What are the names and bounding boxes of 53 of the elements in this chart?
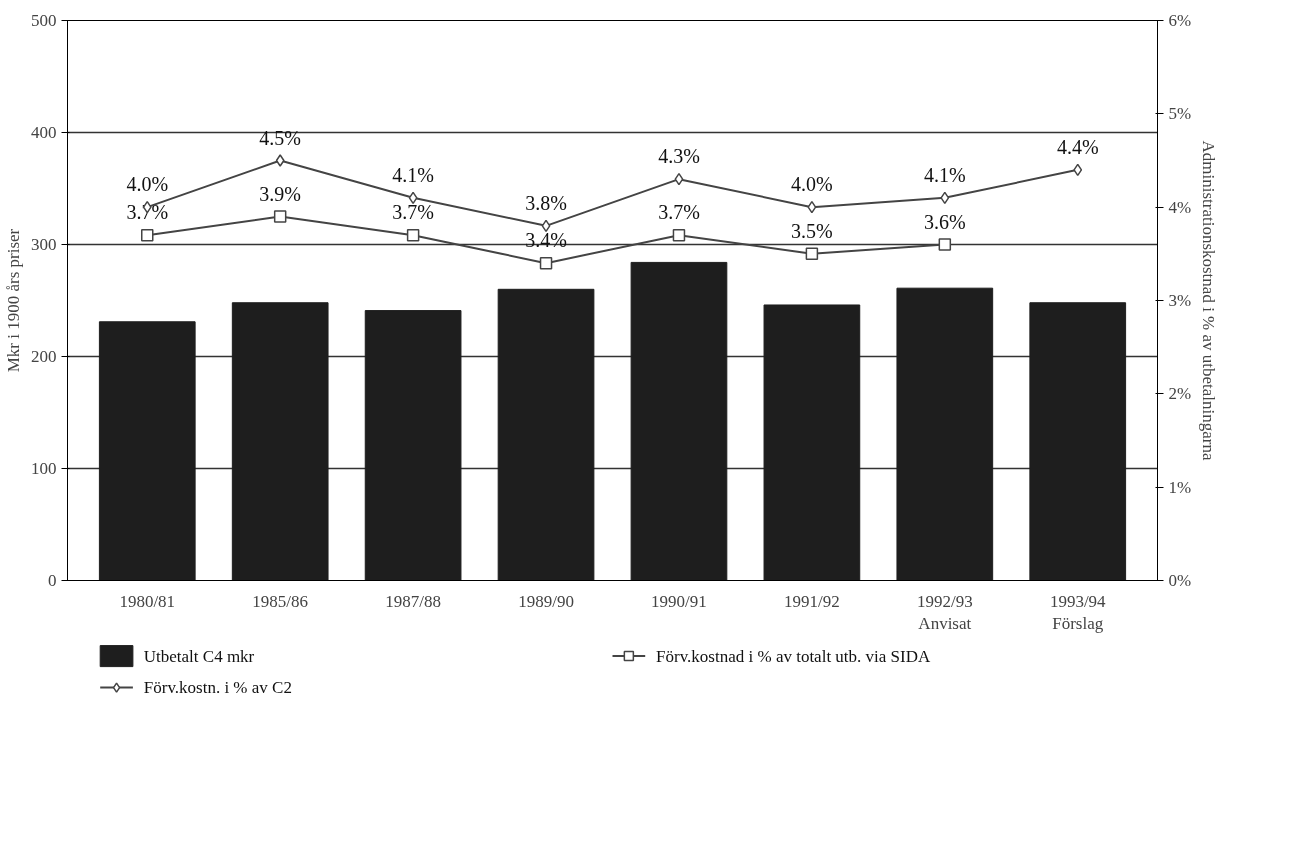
point xyxy=(807,200,817,214)
y-tick-label: 300 xyxy=(31,235,57,254)
data-label: 4.1% xyxy=(923,163,966,186)
data-label: 4.5% xyxy=(259,126,302,149)
point xyxy=(940,191,950,205)
y2-axis-title: Administrationskostnad i % av utbetalningarna xyxy=(1199,140,1219,462)
point xyxy=(141,228,154,242)
y-tick-label: 400 xyxy=(31,123,57,142)
y2-tick-label: 5% xyxy=(1168,104,1192,124)
data-label: 4.3% xyxy=(658,145,700,168)
legend-label: Förv.kostnad i % av totalt utb. via SIDA xyxy=(656,646,931,666)
data-label: 4.0% xyxy=(791,173,833,196)
x-tick-label: 1993/94 Förslag xyxy=(1049,591,1107,634)
x-tick-label: 1989/90 xyxy=(518,591,574,611)
y2-tick-label: 0% xyxy=(1168,571,1192,590)
y-tick-label: 500 xyxy=(31,11,57,30)
point xyxy=(273,210,287,223)
y-tick-label: 200 xyxy=(31,347,57,366)
data-label: 3.6% xyxy=(923,210,966,233)
point xyxy=(406,228,420,242)
x-tick-label: 1991/92 xyxy=(784,591,840,611)
x-tick-label: 1985/86 xyxy=(252,591,309,611)
legend-label: Förv.kostn. i % av C2 xyxy=(143,678,292,698)
data-label: 3.8% xyxy=(525,191,567,214)
y-tick-label: 0 xyxy=(48,571,57,590)
point xyxy=(1073,163,1083,177)
point xyxy=(539,256,553,270)
data-label: 3.9% xyxy=(259,182,302,205)
legend-label: Utbetalt C4 mkr xyxy=(143,646,255,666)
point xyxy=(674,172,684,186)
y2-tick-label: 6% xyxy=(1168,11,1192,30)
y2-tick-label: 3% xyxy=(1168,291,1192,310)
point xyxy=(408,191,418,205)
x-tick-label: 1990/91 xyxy=(651,591,707,611)
x-tick-label: 1992/93 Anvisat xyxy=(916,591,973,634)
y2-tick-label: 1% xyxy=(1168,477,1192,497)
x-tick-label: 1980/81 xyxy=(119,591,176,611)
data-label: 4.4% xyxy=(1056,135,1099,158)
data-label: 4.0% xyxy=(126,173,169,196)
y2-tick-label: 4% xyxy=(1168,197,1192,217)
point xyxy=(541,219,551,233)
point xyxy=(275,154,285,167)
x-tick-label: 1987/88 xyxy=(385,591,441,611)
point xyxy=(938,238,952,251)
data-label: 3.7% xyxy=(392,201,434,224)
point xyxy=(672,228,686,242)
data-label: 4.1% xyxy=(392,163,434,186)
y2-tick-label: 2% xyxy=(1168,384,1192,404)
y-tick-label: 100 xyxy=(31,459,57,478)
data-label: 3.5% xyxy=(791,219,833,242)
data-label: 3.7% xyxy=(658,201,700,224)
y-axis-title: Mkr i 1900 års priser xyxy=(4,228,23,373)
point xyxy=(805,247,819,261)
